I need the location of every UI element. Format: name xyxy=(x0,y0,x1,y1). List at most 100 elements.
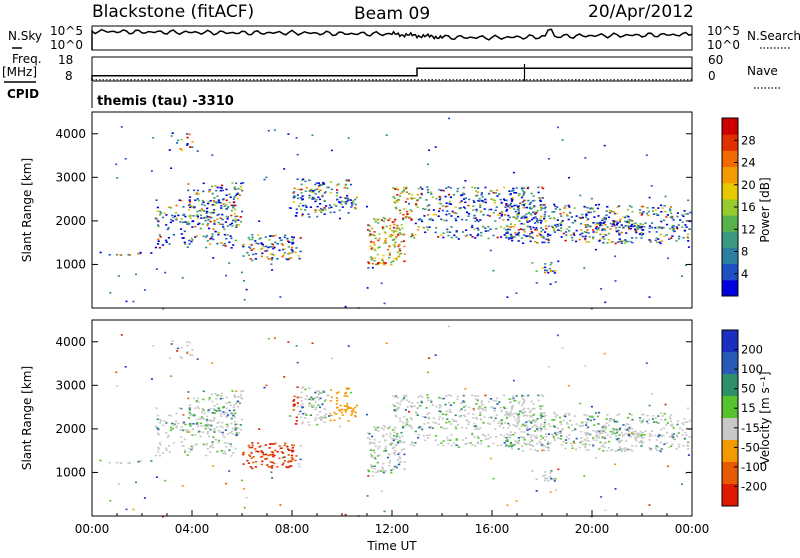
power-cell xyxy=(319,203,322,205)
power-cell xyxy=(592,231,595,233)
power-cell xyxy=(216,195,219,197)
velocity-cell xyxy=(419,394,422,397)
velocity-cell xyxy=(239,396,242,399)
power-cell xyxy=(445,187,448,189)
power-cell xyxy=(456,187,459,190)
velocity-cell xyxy=(495,414,498,416)
velocity-cell xyxy=(505,443,508,446)
velocity-cell xyxy=(506,416,509,419)
velocity-cell xyxy=(392,439,395,442)
velocity-cell xyxy=(382,424,385,427)
y-tick-label: 1000 xyxy=(55,257,86,271)
velocity-cell xyxy=(402,394,405,397)
power-cell xyxy=(350,202,353,204)
velocity-cell xyxy=(499,434,503,436)
velocity-cell xyxy=(612,431,615,433)
velocity-cell xyxy=(384,425,387,428)
power-cell xyxy=(450,226,453,228)
velocity-cell xyxy=(201,407,204,410)
power-cell xyxy=(445,202,448,204)
power-cell xyxy=(614,280,617,282)
velocity-cell xyxy=(290,454,294,457)
power-cell xyxy=(267,129,270,132)
power-cell xyxy=(541,267,545,269)
power-cell xyxy=(620,242,623,244)
power-cell xyxy=(308,179,311,182)
power-cell xyxy=(240,271,243,274)
velocity-cell xyxy=(162,424,165,427)
power-cell xyxy=(603,221,606,223)
velocity-cell xyxy=(628,413,631,415)
power-cell xyxy=(371,262,374,265)
power-cell xyxy=(523,223,526,225)
velocity-cell xyxy=(638,434,641,436)
velocity-cell xyxy=(547,433,550,435)
power-cell xyxy=(534,228,537,231)
power-cell xyxy=(533,199,536,202)
power-cell xyxy=(426,186,429,188)
power-cell xyxy=(567,204,570,207)
velocity-cell xyxy=(540,417,543,419)
velocity-cell xyxy=(450,423,453,425)
velocity-cell xyxy=(414,430,417,433)
velocity-cell xyxy=(543,425,546,428)
power-cell xyxy=(373,257,376,259)
power-cell xyxy=(157,220,160,223)
power-cell xyxy=(196,214,199,216)
power-cell xyxy=(308,194,311,197)
velocity-cell xyxy=(648,404,651,407)
velocity-cell xyxy=(371,465,374,468)
velocity-cell xyxy=(616,414,619,416)
velocity-cell xyxy=(375,426,378,429)
velocity-cell xyxy=(382,462,385,465)
velocity-cell xyxy=(564,447,567,450)
velocity-cell xyxy=(505,411,508,413)
velocity-cell xyxy=(513,412,516,415)
power-cell xyxy=(539,206,542,209)
power-cell xyxy=(183,230,186,233)
power-cell xyxy=(671,225,674,227)
velocity-cell xyxy=(392,403,395,406)
velocity-cell xyxy=(476,402,479,405)
power-cell xyxy=(535,218,538,220)
power-cell xyxy=(352,200,355,202)
power-cell xyxy=(479,210,482,212)
power-cell xyxy=(526,235,529,237)
power-cell xyxy=(434,146,437,148)
power-cell xyxy=(532,206,535,208)
velocity-cell xyxy=(607,447,610,449)
velocity-cell xyxy=(116,385,119,387)
velocity-cell xyxy=(400,449,403,451)
power-cell xyxy=(296,194,299,196)
power-cell xyxy=(528,235,531,237)
power-cell xyxy=(481,200,484,202)
power-cell xyxy=(581,232,584,235)
power-cell xyxy=(261,252,264,255)
power-cell xyxy=(383,231,386,233)
noise-left-tick-top: 10^5 xyxy=(50,24,83,38)
velocity-cell xyxy=(204,424,208,426)
velocity-cell xyxy=(296,396,299,399)
velocity-cell xyxy=(534,424,537,426)
velocity-cell xyxy=(508,424,511,427)
power-cell xyxy=(423,215,426,217)
power-cell xyxy=(405,187,408,190)
y-tick-label: 2000 xyxy=(55,422,86,436)
velocity-cell xyxy=(654,447,657,450)
power-cell xyxy=(620,231,623,234)
power-cell xyxy=(308,190,311,193)
power-cell xyxy=(625,232,628,234)
power-cell xyxy=(237,219,240,221)
power-cell xyxy=(235,193,239,195)
velocity-cell xyxy=(211,362,214,364)
power-cell xyxy=(274,241,277,244)
power-cell xyxy=(299,188,302,191)
velocity-cell xyxy=(648,433,651,435)
power-cell xyxy=(509,207,512,209)
velocity-cell xyxy=(208,398,211,401)
power-cell xyxy=(398,209,401,212)
power-cell xyxy=(613,224,616,227)
power-cell xyxy=(477,220,480,223)
velocity-cell xyxy=(234,396,237,399)
power-cell xyxy=(279,296,282,298)
